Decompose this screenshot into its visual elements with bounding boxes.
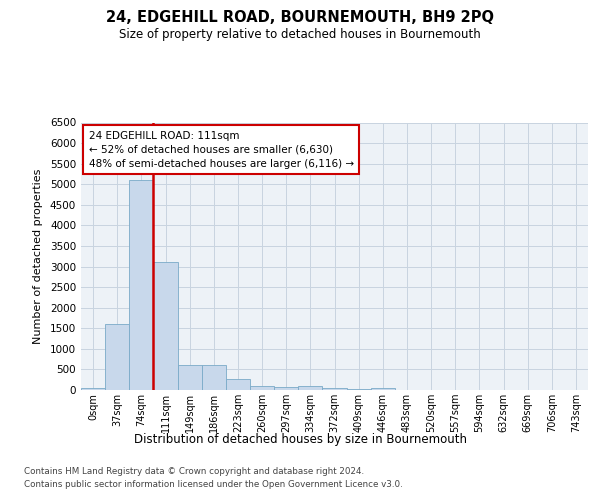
Bar	[154, 262, 178, 390]
Text: Contains public sector information licensed under the Open Government Licence v3: Contains public sector information licen…	[24, 480, 403, 489]
Bar	[322, 388, 347, 390]
Text: Distribution of detached houses by size in Bournemouth: Distribution of detached houses by size …	[133, 432, 467, 446]
Bar	[347, 389, 371, 390]
Bar	[105, 324, 129, 390]
Bar	[371, 388, 395, 390]
Text: Contains HM Land Registry data © Crown copyright and database right 2024.: Contains HM Land Registry data © Crown c…	[24, 468, 364, 476]
Bar	[298, 386, 322, 390]
Text: 24 EDGEHILL ROAD: 111sqm
← 52% of detached houses are smaller (6,630)
48% of sem: 24 EDGEHILL ROAD: 111sqm ← 52% of detach…	[89, 130, 354, 168]
Bar	[81, 388, 105, 390]
Bar	[129, 180, 154, 390]
Text: Size of property relative to detached houses in Bournemouth: Size of property relative to detached ho…	[119, 28, 481, 41]
Bar	[178, 366, 202, 390]
Bar	[250, 386, 274, 390]
Bar	[226, 379, 250, 390]
Text: 24, EDGEHILL ROAD, BOURNEMOUTH, BH9 2PQ: 24, EDGEHILL ROAD, BOURNEMOUTH, BH9 2PQ	[106, 10, 494, 25]
Bar	[202, 366, 226, 390]
Bar	[274, 386, 298, 390]
Y-axis label: Number of detached properties: Number of detached properties	[33, 168, 43, 344]
